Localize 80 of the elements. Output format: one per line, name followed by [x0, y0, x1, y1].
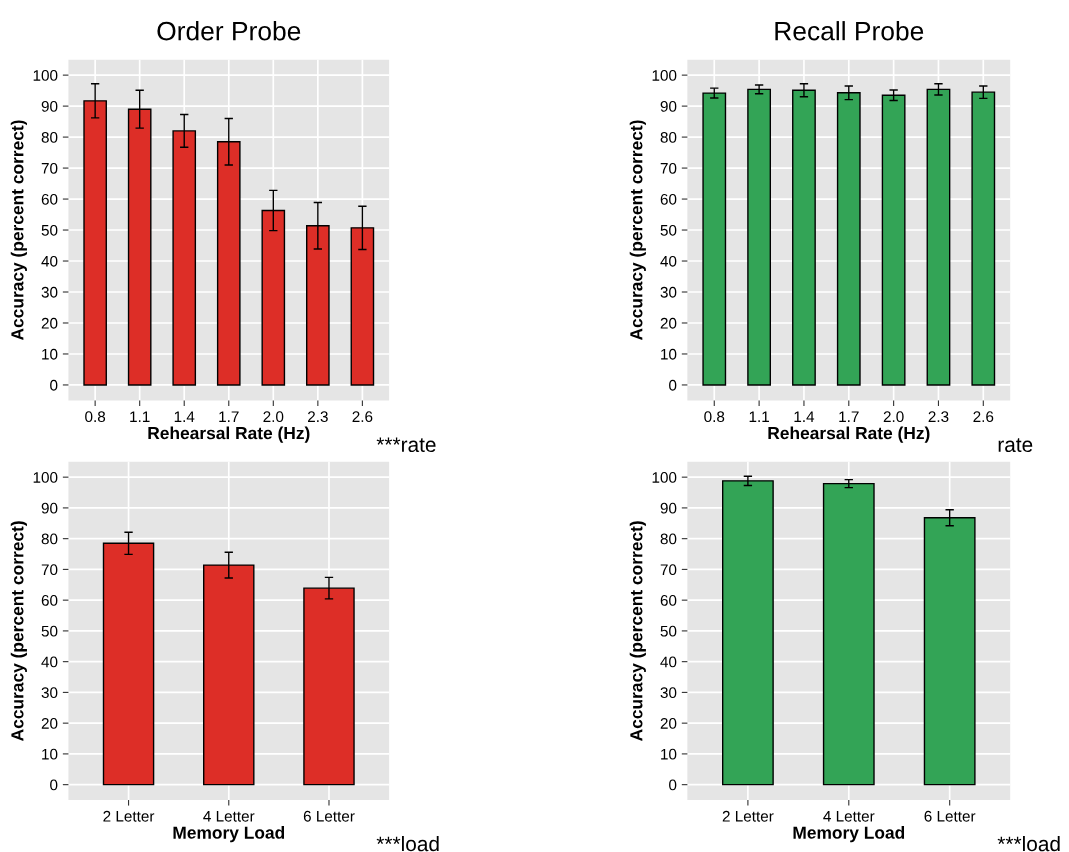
- y-tick-label: 0: [50, 379, 58, 391]
- x-tick-label: 2.3: [928, 411, 949, 423]
- x-tick-label: 1.7: [219, 411, 239, 422]
- bar: [822, 482, 875, 786]
- x-tick-label: 1.7: [839, 411, 859, 422]
- x-tick-label: 2.0: [883, 411, 904, 423]
- x-tick-label: 4 Letter: [203, 811, 255, 822]
- y-tick-label: 70: [660, 162, 677, 174]
- x-tick-label: 1.1: [749, 411, 769, 422]
- y-tick-label: 20: [41, 718, 58, 729]
- y-tick-label: 60: [41, 595, 58, 606]
- y-tick-label: 40: [41, 255, 58, 267]
- y-tick-label: 30: [41, 687, 58, 699]
- y-tick-label: 40: [660, 255, 677, 267]
- y-tick-label: 20: [660, 317, 677, 329]
- x-tick-label: 1.4: [174, 411, 195, 422]
- y-tick-label: 30: [660, 286, 677, 298]
- y-tick-label: 0: [669, 779, 677, 791]
- y-tick-label: 10: [42, 348, 58, 360]
- y-tick-label: 60: [660, 595, 677, 606]
- y-tick-label: 90: [660, 100, 677, 112]
- y-tick-label: 20: [660, 718, 677, 729]
- x-tick-label: 1.4: [794, 411, 815, 422]
- x-tick-label: 0.8: [704, 411, 725, 423]
- y-tick-label: 40: [660, 656, 677, 668]
- y-tick-label: 100: [33, 70, 58, 81]
- y-tick-label: 50: [41, 224, 58, 236]
- y-axis-title: Accuracy (percent correct): [629, 120, 646, 341]
- text: rate: [998, 438, 1033, 453]
- x-axis-title: Rehearsal Rate (Hz): [768, 426, 930, 443]
- y-tick-label: 40: [41, 656, 58, 668]
- y-tick-label: 50: [660, 224, 677, 236]
- y-axis-title: Accuracy (percent correct): [10, 120, 27, 341]
- y-tick-label: 10: [661, 348, 677, 360]
- y-tick-label: 70: [660, 564, 677, 576]
- y-tick-label: 80: [41, 533, 58, 545]
- x-tick-label: 2.6: [973, 411, 994, 423]
- x-tick-label: 2.6: [352, 411, 373, 423]
- x-tick-label: 1.1: [130, 411, 150, 422]
- x-tick-label: 2 Letter: [722, 810, 774, 822]
- chart-title: Order Probe: [157, 21, 301, 41]
- y-tick-label: 60: [41, 193, 58, 205]
- y-tick-label: 10: [42, 748, 58, 760]
- y-tick-label: 90: [660, 502, 677, 514]
- text: ***load: [376, 835, 439, 852]
- x-tick-label: 4 Letter: [823, 811, 875, 822]
- y-axis-title: Accuracy (percent correct): [629, 521, 646, 741]
- bar: [721, 480, 774, 786]
- y-tick-label: 70: [41, 564, 58, 576]
- x-tick-label: 2 Letter: [103, 810, 155, 822]
- y-tick-label: 70: [41, 162, 58, 174]
- y-tick-label: 50: [660, 625, 677, 637]
- y-tick-label: 100: [652, 70, 677, 81]
- x-tick-label: 0.8: [85, 411, 106, 423]
- y-tick-label: 80: [660, 533, 677, 545]
- x-tick-label: 2.3: [308, 411, 328, 423]
- x-tick-label: 6 Letter: [303, 810, 355, 822]
- x-tick-label: 6 Letter: [924, 810, 976, 822]
- x-axis-title: Memory Load: [173, 826, 285, 843]
- y-tick-label: 30: [41, 286, 58, 298]
- chart-title: Recall Probe: [775, 21, 924, 41]
- y-tick-label: 50: [41, 625, 58, 637]
- y-tick-label: 80: [41, 131, 58, 143]
- y-tick-label: 60: [660, 193, 677, 205]
- y-tick-label: 90: [41, 502, 58, 514]
- x-tick-label: 2.0: [263, 411, 284, 423]
- x-axis-title: Memory Load: [793, 826, 905, 843]
- text: ***rate: [376, 437, 436, 453]
- y-tick-label: 0: [50, 779, 58, 791]
- y-tick-label: 20: [41, 317, 58, 329]
- y-axis-title: Accuracy (percent correct): [10, 521, 27, 741]
- y-tick-label: 10: [661, 748, 677, 760]
- y-tick-label: 80: [660, 131, 677, 143]
- y-tick-label: 30: [660, 687, 677, 699]
- y-tick-label: 100: [33, 472, 58, 483]
- x-axis-title: Rehearsal Rate (Hz): [148, 426, 310, 443]
- y-tick-label: 90: [41, 100, 58, 112]
- text: ***load: [997, 835, 1060, 852]
- y-tick-label: 100: [652, 472, 677, 483]
- y-tick-label: 0: [669, 379, 677, 391]
